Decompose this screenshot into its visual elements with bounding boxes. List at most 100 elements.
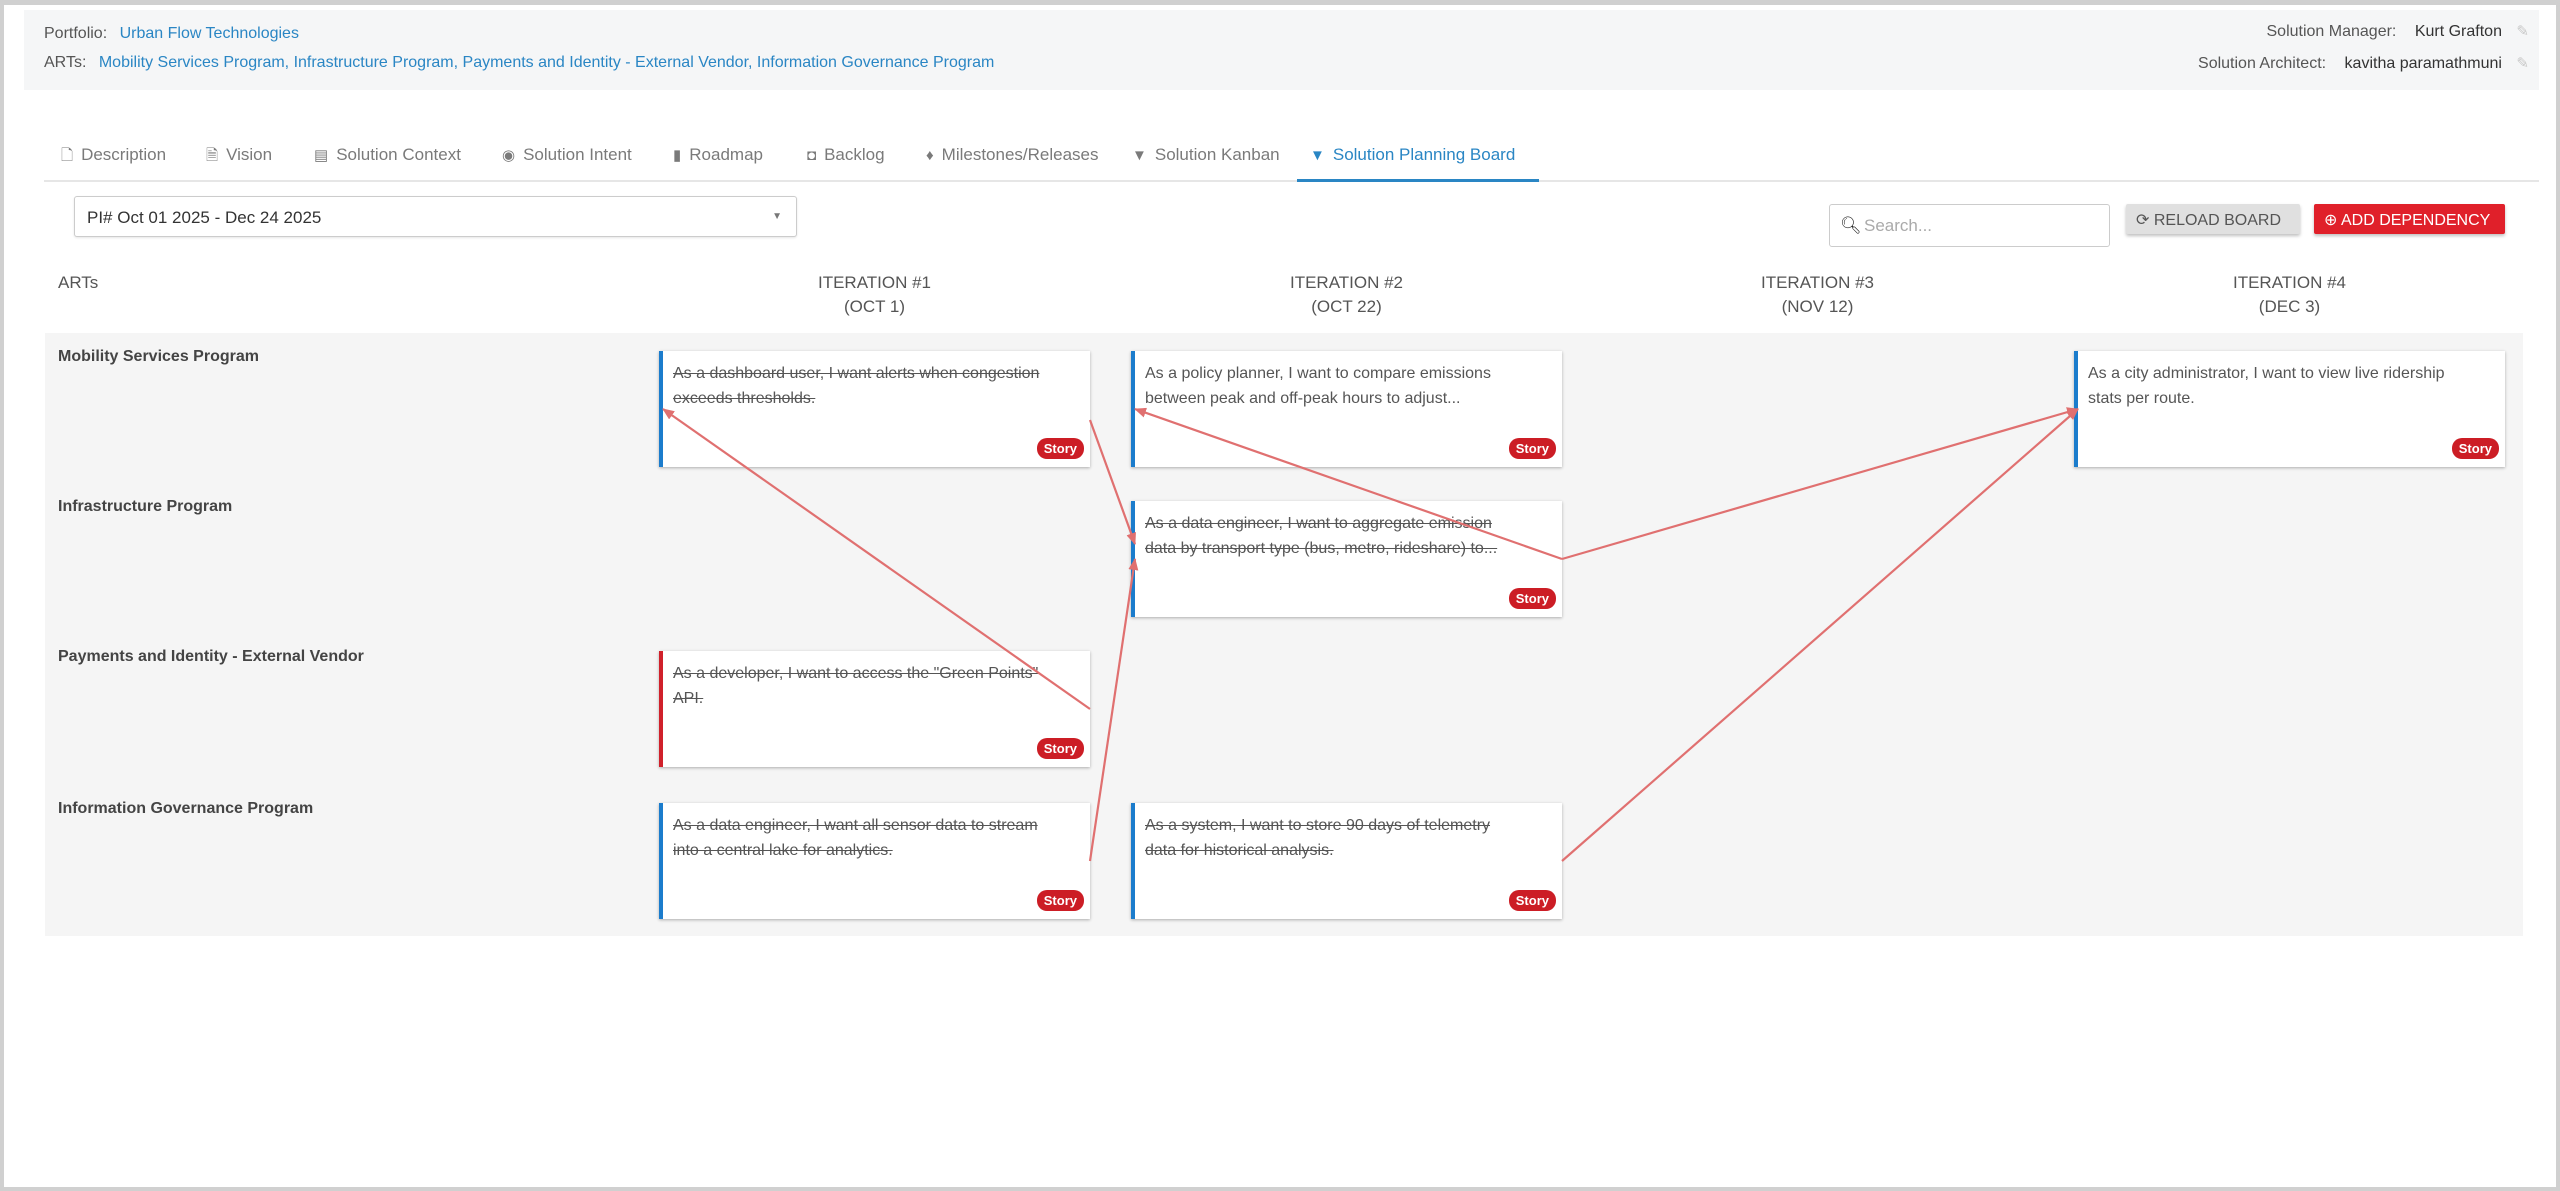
tab-solution-intent[interactable]: ◉ Solution Intent (502, 145, 632, 165)
tab-bar: 🗋 Description 🗎 Vision ▤ Solution Context ◉ Sol… (44, 135, 2539, 182)
story-badge: Story (1036, 438, 1084, 459)
solution-manager: Solution Manager: Kurt Grafton ✎ (2267, 22, 2530, 41)
target-icon: ◉ (502, 147, 516, 164)
tab-solution-kanban[interactable]: ▼ Solution Kanban (1132, 145, 1280, 165)
story-card[interactable]: As a policy planner, I want to compare e… (1131, 351, 1562, 467)
portfolio-line: Portfolio: Urban Flow Technologies (44, 25, 299, 43)
solution-architect-label: Solution Architect: (2198, 55, 2327, 72)
story-badge: Story (2451, 438, 2499, 459)
iteration-name: ITERATION #1 (817, 273, 932, 292)
tab-label: Roadmap (689, 145, 763, 164)
diamond-icon: ♦ (926, 147, 934, 164)
card-text: As a data engineer, I want to aggregate … (1145, 515, 1498, 557)
portfolio-label: Portfolio: (44, 25, 108, 42)
arts-line: ARTs: Mobility Services Program, Infrast… (44, 54, 994, 72)
filter-icon: ▼ (1310, 147, 1325, 164)
story-badge: Story (1036, 890, 1084, 911)
solution-manager-label: Solution Manager: (2266, 23, 2397, 40)
iteration-date: (NOV 12) (1781, 297, 1854, 316)
tab-label: Solution Kanban (1154, 145, 1280, 164)
solution-manager-value: Kurt Grafton (2414, 23, 2502, 40)
art-link[interactable]: Mobility Services Program (98, 54, 285, 71)
caret-down-icon: ▼ (772, 211, 782, 222)
story-badge: Story (1508, 438, 1556, 459)
separator: , (748, 54, 757, 71)
map-icon: ▮ (673, 147, 682, 164)
add-dependency-button[interactable]: ⊕ ADD DEPENDENCY (2314, 204, 2505, 234)
arts-label: ARTs: (44, 54, 87, 71)
solution-architect-value: kavitha paramathmuni (2344, 55, 2502, 72)
art-link[interactable]: Infrastructure Program (293, 54, 454, 71)
plus-circle-icon: ⊕ (2324, 212, 2338, 229)
tab-solution-planning-board[interactable]: ▼ Solution Planning Board (1310, 145, 1515, 165)
card-text: As a dashboard user, I want alerts when … (673, 365, 1040, 407)
search-input[interactable] (1864, 213, 2104, 239)
iteration-date: (OCT 22) (1311, 297, 1382, 316)
tab-milestones-releases[interactable]: ♦ Milestones/Releases (926, 145, 1099, 165)
iteration-date: (DEC 3) (2258, 297, 2321, 316)
story-badge: Story (1036, 738, 1084, 759)
solution-header: Portfolio: Urban Flow Technologies ARTs:… (24, 10, 2539, 90)
row-name: Information Governance Program (58, 800, 314, 817)
story-card[interactable]: As a data engineer, I want to aggregate … (1131, 501, 1562, 617)
row-name: Payments and Identity - External Vendor (58, 648, 364, 665)
search-icon: 🔍︎ (1840, 216, 1862, 235)
tab-label: Backlog (824, 145, 885, 164)
refresh-icon: ⟳ (2136, 212, 2150, 229)
art-link[interactable]: Payments and Identity - External Vendor (462, 54, 749, 71)
row-name: Infrastructure Program (58, 498, 233, 515)
portfolio-link[interactable]: Urban Flow Technologies (119, 25, 299, 42)
iteration-header: ITERATION #1 (OCT 1) (725, 271, 1025, 319)
edit-pencil-icon[interactable]: ✎ (2516, 23, 2529, 40)
card-text: As a system, I want to store 90 days of … (1145, 817, 1491, 859)
row-name: Mobility Services Program (58, 348, 259, 365)
iteration-name: ITERATION #4 (2232, 273, 2347, 292)
tab-vision[interactable]: 🗎 Vision (206, 145, 272, 170)
card-text: As a developer, I want to access the "Gr… (673, 665, 1039, 707)
card-text: As a data engineer, I want all sensor da… (673, 817, 1038, 859)
tab-backlog[interactable]: ◘ Backlog (807, 145, 885, 165)
arts-column-header: ARTs (58, 273, 99, 292)
file-icon: 🗋 (61, 147, 74, 164)
story-card[interactable]: As a system, I want to store 90 days of … (1131, 803, 1562, 919)
separator: , (284, 54, 294, 71)
card-text: As a city administrator, I want to view … (2088, 365, 2445, 407)
story-card[interactable]: As a data engineer, I want all sensor da… (659, 803, 1090, 919)
story-card[interactable]: As a dashboard user, I want alerts when … (659, 351, 1090, 467)
story-badge: Story (1508, 588, 1556, 609)
inbox-icon: ◘ (807, 147, 817, 164)
art-link[interactable]: Information Governance Program (756, 54, 995, 71)
iteration-name: ITERATION #3 (1760, 273, 1875, 292)
story-card[interactable]: As a developer, I want to access the "Gr… (659, 651, 1090, 767)
iteration-name: ITERATION #2 (1289, 273, 1404, 292)
tab-solution-context[interactable]: ▤ Solution Context (314, 145, 461, 165)
iteration-date: (OCT 1) (843, 297, 906, 316)
search-box: 🔍︎ (1829, 204, 2110, 247)
reload-board-button[interactable]: ⟳ RELOAD BOARD (2126, 204, 2300, 234)
filter-icon: ▼ (1132, 147, 1147, 164)
card-text: As a policy planner, I want to compare e… (1145, 365, 1491, 407)
separator: , (453, 54, 463, 71)
story-card[interactable]: As a city administrator, I want to view … (2074, 351, 2505, 467)
tab-label: Solution Intent (523, 145, 632, 164)
iteration-header: ITERATION #3 (NOV 12) (1668, 271, 1968, 319)
tab-label: Solution Context (336, 145, 461, 164)
reload-board-label: RELOAD BOARD (2153, 212, 2281, 229)
solution-architect: Solution Architect: kavitha paramathmuni… (2198, 54, 2529, 73)
tab-label: Description (81, 145, 167, 164)
add-dependency-label: ADD DEPENDENCY (2340, 212, 2491, 229)
tab-description[interactable]: 🗋 Description (61, 145, 166, 170)
pi-select-value: PI# Oct 01 2025 - Dec 24 2025 (87, 208, 322, 227)
edit-pencil-icon[interactable]: ✎ (2516, 55, 2529, 72)
tab-label: Milestones/Releases (941, 145, 1099, 164)
file-text-icon: 🗎 (206, 147, 219, 164)
list-icon: ▤ (314, 147, 329, 164)
pi-select[interactable]: PI# Oct 01 2025 - Dec 24 2025 ▼ (74, 196, 797, 237)
iteration-header: ITERATION #4 (DEC 3) (2140, 271, 2440, 319)
tab-label: Vision (226, 145, 273, 164)
active-tab-indicator (1297, 179, 1539, 182)
story-badge: Story (1508, 890, 1556, 911)
tab-roadmap[interactable]: ▮ Roadmap (673, 145, 763, 165)
iteration-header: ITERATION #2 (OCT 22) (1197, 271, 1497, 319)
tab-label: Solution Planning Board (1332, 145, 1516, 164)
